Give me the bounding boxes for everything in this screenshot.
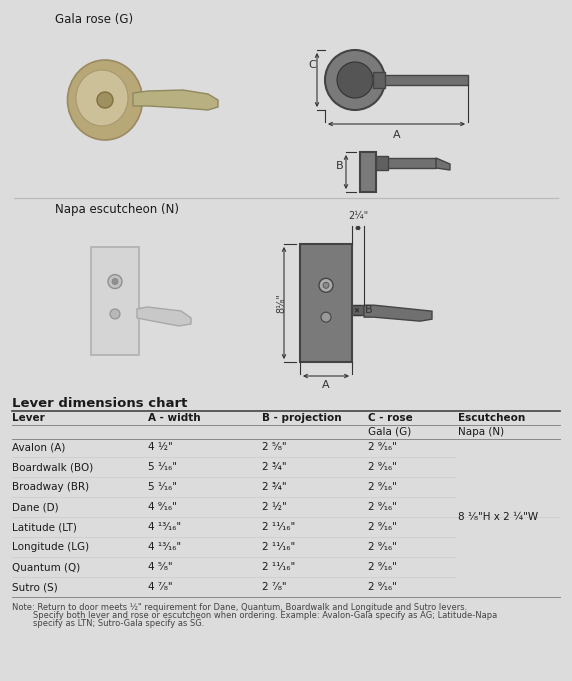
Polygon shape: [137, 307, 191, 326]
Text: Longitude (LG): Longitude (LG): [12, 542, 89, 552]
Text: 4 ½": 4 ½": [148, 442, 173, 452]
Text: 8¹⁄₈": 8¹⁄₈": [276, 293, 286, 313]
Text: 8 ¹⁄₈"H x 2 ¼"W: 8 ¹⁄₈"H x 2 ¼"W: [458, 512, 538, 522]
Text: 2 ¹¹⁄₁₆": 2 ¹¹⁄₁₆": [262, 542, 295, 552]
Text: C: C: [308, 60, 316, 70]
Text: 4 ⁹⁄₁₆": 4 ⁹⁄₁₆": [148, 502, 177, 512]
Bar: [373, 72, 385, 88]
Circle shape: [110, 309, 120, 319]
Text: A - width: A - width: [148, 413, 201, 423]
Polygon shape: [436, 158, 450, 170]
Bar: [373, 75, 468, 85]
Text: Lever: Lever: [12, 413, 45, 423]
Text: 2 ⁹⁄₁₆": 2 ⁹⁄₁₆": [368, 562, 397, 572]
Text: Dane (D): Dane (D): [12, 502, 58, 512]
Circle shape: [325, 50, 385, 110]
Circle shape: [321, 312, 331, 322]
Text: 2 ½": 2 ½": [262, 502, 287, 512]
Text: 5 ¹⁄₁₆": 5 ¹⁄₁₆": [148, 482, 177, 492]
Text: 2¼": 2¼": [348, 211, 368, 221]
Text: Avalon (A): Avalon (A): [12, 442, 65, 452]
Text: 2 ⁹⁄₁₆": 2 ⁹⁄₁₆": [368, 482, 397, 492]
Text: 2 ⁹⁄₁₆": 2 ⁹⁄₁₆": [368, 542, 397, 552]
Text: 2 ⁹⁄₁₆": 2 ⁹⁄₁₆": [368, 522, 397, 532]
Text: A: A: [393, 130, 400, 140]
Circle shape: [323, 283, 329, 288]
Text: C - rose: C - rose: [368, 413, 413, 423]
Text: Boardwalk (BO): Boardwalk (BO): [12, 462, 93, 472]
Text: 2 ⁹⁄₁₆": 2 ⁹⁄₁₆": [368, 442, 397, 452]
Ellipse shape: [76, 70, 128, 126]
Text: B: B: [336, 161, 344, 171]
Circle shape: [108, 274, 122, 289]
Bar: [300, 244, 352, 362]
Text: Gala (G): Gala (G): [368, 427, 411, 437]
Text: 4 ⁷⁄₈": 4 ⁷⁄₈": [148, 582, 173, 592]
Text: 2 ¹¹⁄₁₆": 2 ¹¹⁄₁₆": [262, 562, 295, 572]
Text: Latitude (LT): Latitude (LT): [12, 522, 77, 532]
Text: 4 ¹³⁄₁₆": 4 ¹³⁄₁₆": [148, 542, 181, 552]
Circle shape: [319, 279, 333, 292]
Circle shape: [97, 92, 113, 108]
Text: Sutro (S): Sutro (S): [12, 582, 58, 592]
Circle shape: [337, 62, 373, 98]
Text: Gala rose (G): Gala rose (G): [55, 13, 133, 26]
Circle shape: [112, 279, 118, 285]
Text: Specify both lever and rose or escutcheon when ordering. Example: Avalon-Gala sp: Specify both lever and rose or escutcheo…: [12, 611, 497, 620]
Text: 2 ¾": 2 ¾": [262, 462, 287, 472]
Text: 2 ⁵⁄₈": 2 ⁵⁄₈": [262, 442, 287, 452]
Text: Quantum (Q): Quantum (Q): [12, 562, 80, 572]
Bar: [376, 158, 436, 168]
Text: 4 ⁵⁄₈": 4 ⁵⁄₈": [148, 562, 173, 572]
Text: B - projection: B - projection: [262, 413, 341, 423]
Text: Broadway (BR): Broadway (BR): [12, 482, 89, 492]
Text: A: A: [322, 380, 330, 390]
Bar: [91, 247, 139, 355]
Bar: [360, 152, 376, 192]
Text: B: B: [365, 305, 372, 315]
Text: Napa (N): Napa (N): [458, 427, 504, 437]
Text: 2 ⁹⁄₁₆": 2 ⁹⁄₁₆": [368, 462, 397, 472]
Polygon shape: [133, 90, 218, 110]
Text: 4 ¹³⁄₁₆": 4 ¹³⁄₁₆": [148, 522, 181, 532]
Bar: [352, 305, 364, 315]
Text: 2 ¹¹⁄₁₆": 2 ¹¹⁄₁₆": [262, 522, 295, 532]
Bar: [376, 156, 388, 170]
Text: 2 ⁹⁄₁₆": 2 ⁹⁄₁₆": [368, 502, 397, 512]
Text: Napa escutcheon (N): Napa escutcheon (N): [55, 203, 179, 216]
Text: 2 ⁷⁄₈": 2 ⁷⁄₈": [262, 582, 287, 592]
Text: Note: Return to door meets ½" requirement for Dane, Quantum, Boardwalk and Longi: Note: Return to door meets ½" requiremen…: [12, 603, 467, 612]
Text: 2 ¾": 2 ¾": [262, 482, 287, 492]
Text: specify as LTN; Sutro-Gala specify as SG.: specify as LTN; Sutro-Gala specify as SG…: [12, 619, 204, 628]
Ellipse shape: [67, 60, 142, 140]
Text: 2 ⁹⁄₁₆": 2 ⁹⁄₁₆": [368, 582, 397, 592]
Polygon shape: [364, 305, 432, 321]
Text: Lever dimensions chart: Lever dimensions chart: [12, 397, 188, 410]
Text: 5 ¹⁄₁₆": 5 ¹⁄₁₆": [148, 462, 177, 472]
Text: Escutcheon: Escutcheon: [458, 413, 525, 423]
